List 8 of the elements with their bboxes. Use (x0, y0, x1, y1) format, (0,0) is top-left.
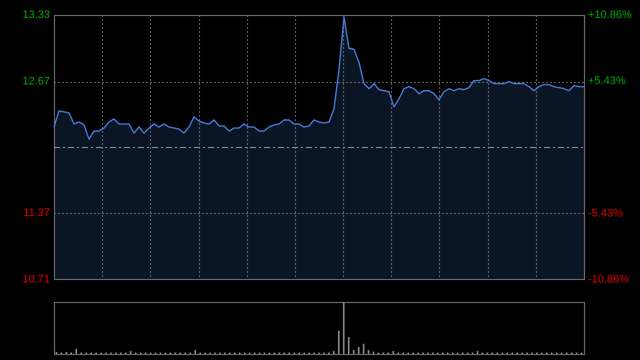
y2-tick-label: +5.43% (588, 75, 626, 88)
y-tick-label: 10.71 (22, 273, 50, 286)
y2-tick-label: -5.43% (588, 207, 624, 220)
y-tick-label: 11.37 (23, 206, 50, 219)
y-tick-label: 13.33 (22, 9, 50, 22)
y-tick-label: 12.67 (22, 76, 50, 88)
y2-tick-label: +10.86% (588, 9, 632, 22)
y2-tick-label: -10.86% (588, 273, 630, 286)
